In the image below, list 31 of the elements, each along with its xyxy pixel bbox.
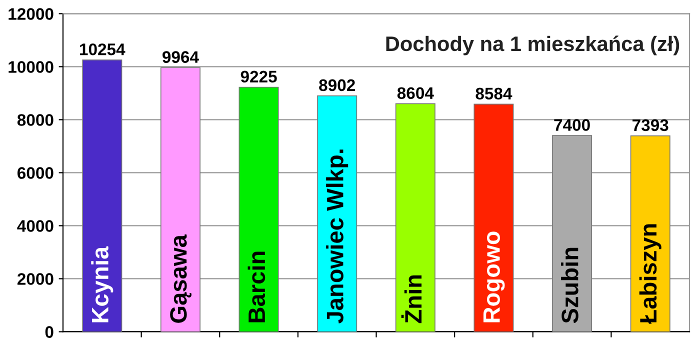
y-tick-label: 2000 (17, 273, 54, 285)
x-tick-label: Gąsawa (170, 234, 192, 323)
data-label: 8584 (476, 88, 512, 100)
data-label: 8902 (319, 79, 355, 92)
text: Dochody na 1 mieszkańca (zł) (386, 36, 680, 56)
bar (630, 135, 670, 332)
x-tick-label: Łabiszyn (639, 224, 662, 324)
bar (238, 86, 279, 332)
data-label: 10254 (80, 43, 126, 56)
bar (552, 135, 592, 332)
data-label: 7393 (632, 119, 668, 132)
x-tick-label: Rogowo (483, 232, 505, 322)
y-tick-label: 12000 (8, 8, 54, 20)
y-tick-label: 4000 (17, 220, 54, 232)
x-tick-label: Barcin (248, 252, 266, 322)
bar (395, 103, 436, 332)
data-label: 9964 (162, 51, 199, 63)
bar (474, 104, 514, 332)
y-tick-label: 10000 (8, 61, 54, 73)
data-label: 9225 (240, 70, 277, 83)
y-tick-label: 8000 (17, 114, 54, 126)
y-tick-label: 6000 (18, 167, 54, 179)
x-tick-label: Szubin (561, 248, 578, 324)
x-tick-label: Kcynia (91, 246, 114, 322)
x-tick-label: Żnin (401, 275, 422, 324)
x-tick-label: Janowiec Wlkp. (326, 150, 348, 324)
bar (82, 60, 122, 332)
data-label: 7400 (554, 119, 590, 131)
data-label: 8604 (397, 87, 434, 100)
y-tick-label: 0 (45, 326, 54, 338)
bar (160, 67, 200, 332)
